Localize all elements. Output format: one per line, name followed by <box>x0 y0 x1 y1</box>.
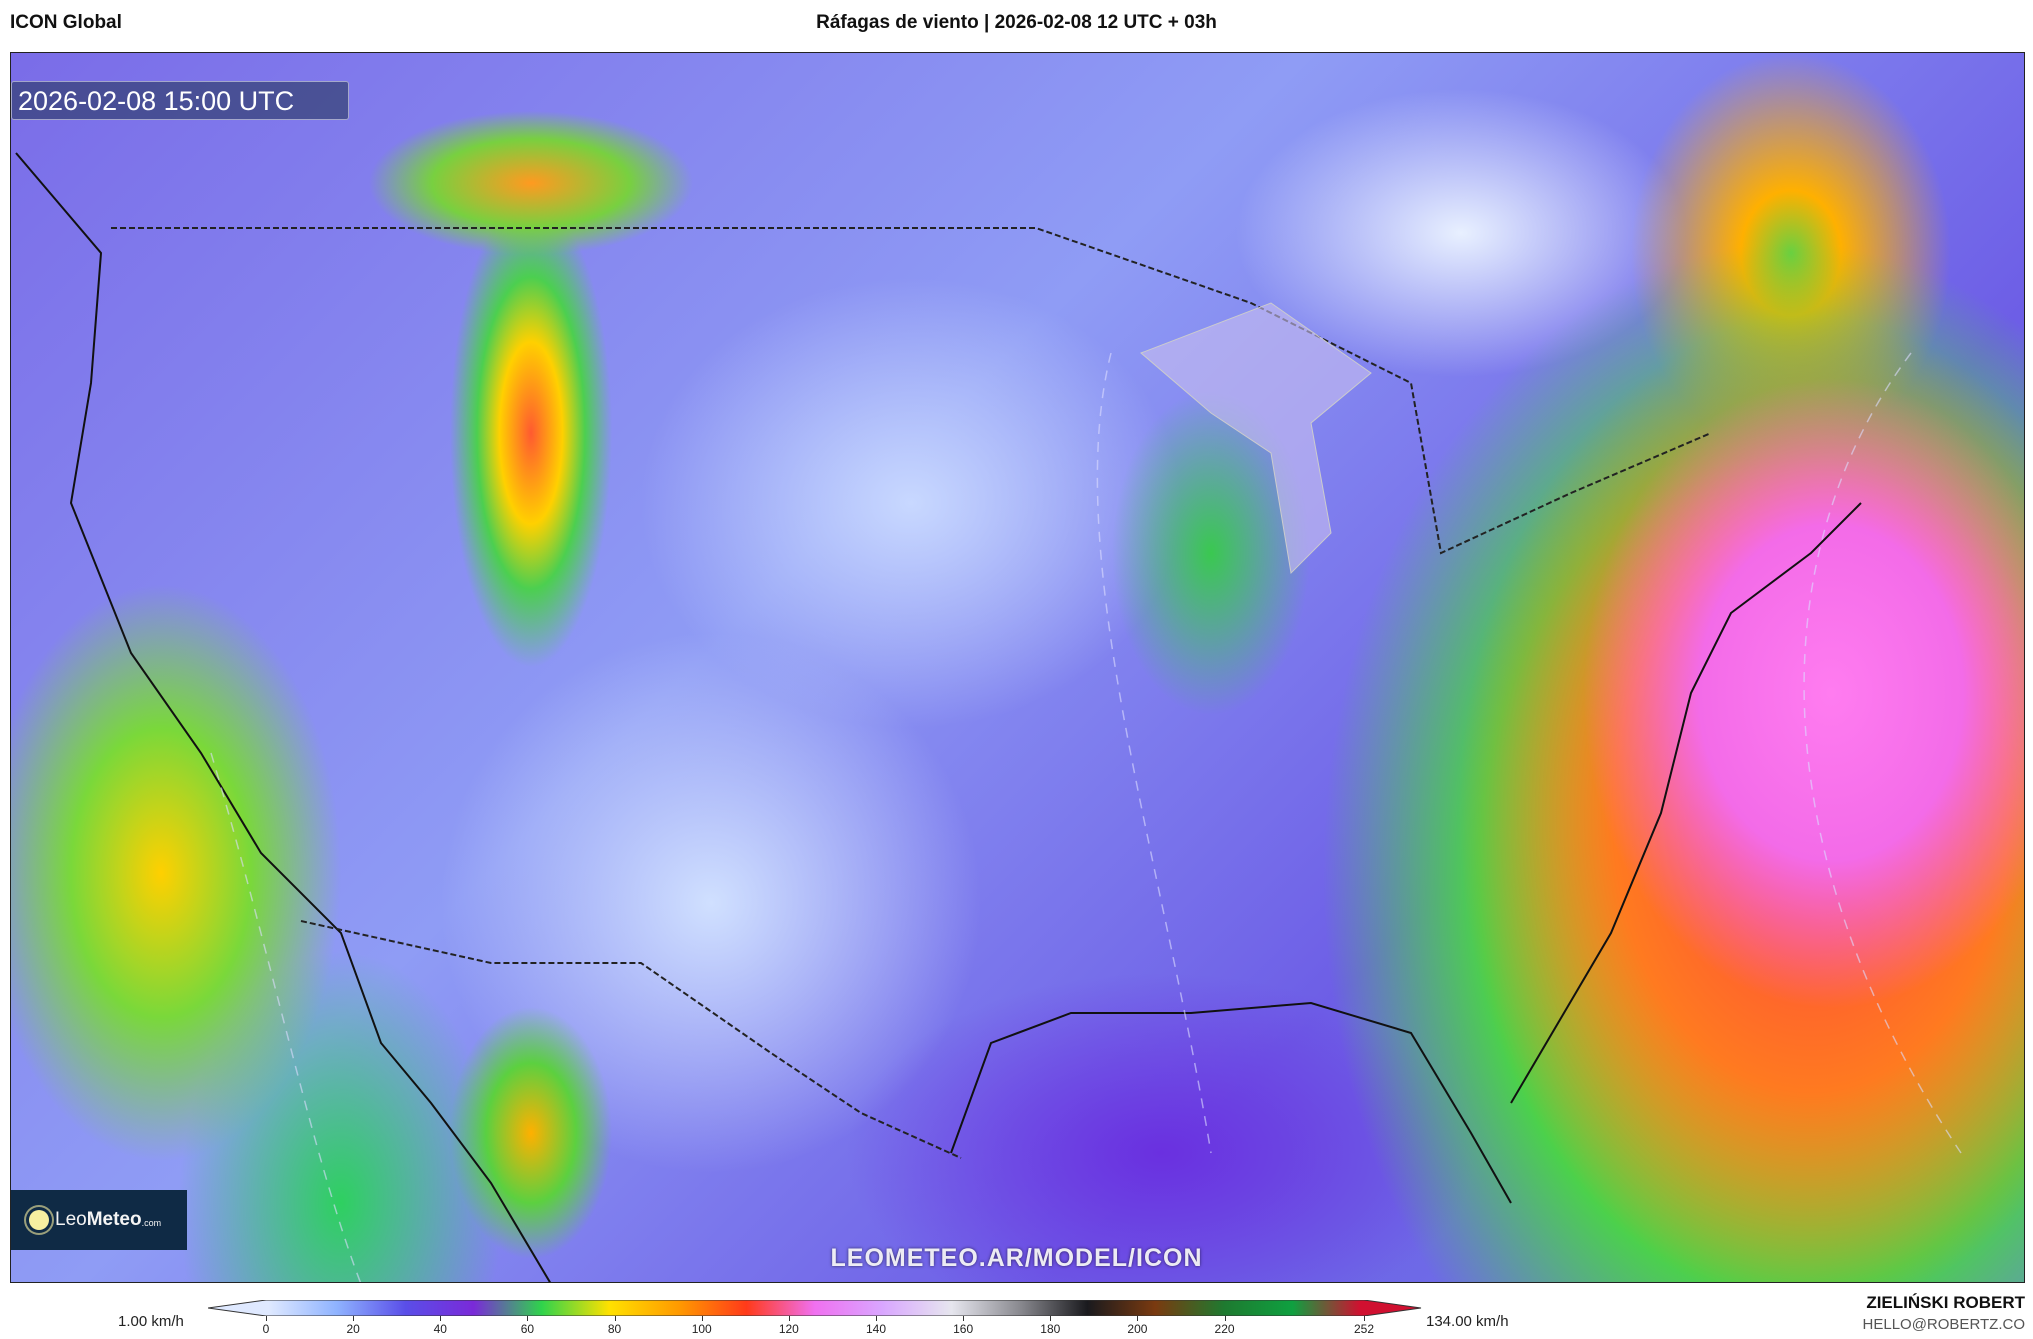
colorbar-tick-label: 160 <box>953 1322 974 1336</box>
logo-text-leo: Leo <box>55 1209 87 1230</box>
colorbar-tick-label: 180 <box>1040 1322 1061 1336</box>
colorbar-tick-mark <box>440 1316 442 1321</box>
sun-icon <box>29 1210 49 1230</box>
colorbar-tick-label: 20 <box>346 1322 360 1336</box>
colorbar-max-label: 134.00 km/h <box>1426 1313 1509 1330</box>
colorbar-tick-mark <box>1050 1316 1052 1321</box>
leometeo-logo: Leo Meteo .com <box>11 1190 187 1250</box>
colorbar-tick-mark <box>353 1316 355 1321</box>
colorbar-tick-mark <box>963 1316 965 1321</box>
us-canada-border <box>111 227 1712 555</box>
wind-gust-map[interactable]: 2026-02-08 15:00 UTC Leo Meteo .com <box>10 52 2025 1283</box>
colorbar-tick-label: 120 <box>778 1322 799 1336</box>
colorbar-tick-label: 80 <box>607 1322 622 1336</box>
map-boundaries <box>15 152 1962 1282</box>
author-email[interactable]: HELLO@ROBERTZ.CO <box>1862 1316 2025 1333</box>
colorbar-tick-label: 140 <box>865 1322 887 1336</box>
colorbar-tick-mark <box>876 1316 877 1321</box>
colorbar-tick-mark <box>1364 1316 1365 1321</box>
colorbar-tick-mark <box>1224 1316 1226 1321</box>
logo-text-meteo: Meteo <box>86 1209 142 1230</box>
east-coastline <box>1510 502 1862 1104</box>
us-mexico-border <box>300 920 962 1159</box>
colorbar-tick-label: 200 <box>1127 1322 1148 1336</box>
colorbar-tick-mark <box>701 1316 703 1321</box>
watermark: LEOMETEO.AR/MODEL/ICON <box>830 1244 1203 1272</box>
model-name: ICON Global <box>10 12 122 33</box>
colorbar-tick-mark <box>1137 1316 1139 1321</box>
colorbar-tick-mark <box>527 1316 529 1321</box>
west-coastline <box>15 152 551 1282</box>
great-lakes <box>1140 302 1372 575</box>
colorbar-tick-label: 252 <box>1353 1322 1375 1336</box>
colorbar-tick-mark <box>266 1316 267 1321</box>
colorbar <box>208 1300 1422 1316</box>
colorbar-tick-label: 0 <box>262 1322 270 1336</box>
author: ZIELIŃSKI ROBERT <box>1866 1293 2025 1312</box>
colorbar-tick-mark <box>788 1316 790 1321</box>
colorbar-tick-mark <box>614 1316 616 1321</box>
chart-title: Ráfagas de viento | 2026-02-08 12 UTC + … <box>816 12 1217 33</box>
colorbar-min-label: 1.00 km/h <box>118 1313 184 1330</box>
colorbar-tick-label: 220 <box>1214 1322 1235 1336</box>
colorbar-tick-label: 40 <box>433 1322 447 1336</box>
gulf-coastline <box>950 1001 1512 1204</box>
logo-text-com: .com <box>141 1218 162 1228</box>
colorbar-tick-label: 100 <box>691 1322 712 1336</box>
colorbar-tick-label: 60 <box>520 1322 535 1336</box>
valid-time-label: 2026-02-08 15:00 UTC <box>11 81 349 120</box>
